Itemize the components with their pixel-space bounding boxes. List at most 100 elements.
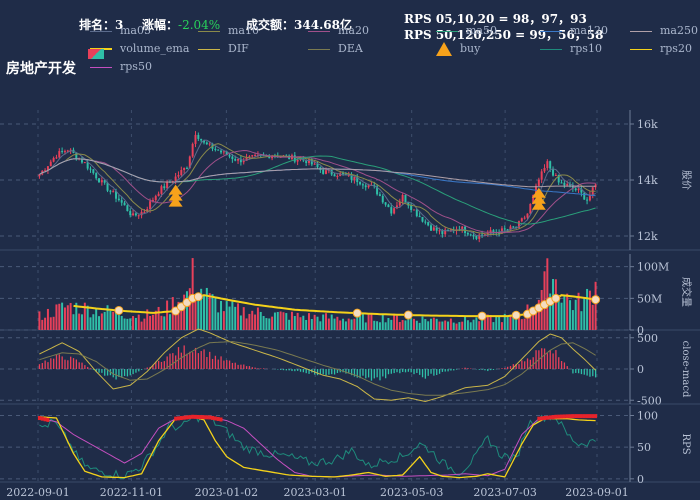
volume-bar [495, 316, 498, 330]
legend-item-ma20: ma20 [308, 24, 369, 37]
candle-body [461, 226, 464, 231]
volume-bar [537, 299, 540, 330]
candle-body [120, 200, 123, 203]
candle-body [509, 226, 512, 230]
macd-bar [399, 369, 401, 374]
legend-item-ma120: ma120 [540, 24, 608, 37]
macd-bar [140, 369, 143, 370]
macd-bar [333, 369, 336, 375]
macd-bar [135, 369, 137, 373]
macd-bar [535, 350, 537, 369]
candle-body [143, 211, 146, 213]
macd-bar [214, 355, 217, 369]
legend-item-rps20: rps20 [630, 42, 692, 55]
rps-high-marker [37, 416, 41, 421]
macd-bar [504, 367, 506, 369]
candle-body [134, 213, 137, 216]
candle-body [194, 134, 197, 144]
candle-body [305, 160, 308, 163]
macd-bar [231, 362, 234, 369]
volume-bar [591, 304, 594, 330]
candle-body [415, 209, 418, 217]
legend-swatch [540, 30, 562, 32]
buy-signal-icon [531, 187, 546, 198]
volume-bar [92, 314, 95, 330]
rps-high-marker [176, 416, 180, 421]
candle-body [183, 167, 186, 171]
volume-bar [166, 300, 169, 330]
volume-bar [146, 309, 149, 330]
legend-swatch [198, 48, 220, 50]
candle-body [205, 142, 208, 145]
volume-bar [157, 306, 160, 330]
candle-body [424, 221, 427, 223]
volume-bar [239, 315, 242, 330]
macd-bar [362, 369, 364, 376]
volume-bar [248, 313, 251, 330]
candle-body [430, 225, 432, 231]
candle-body [239, 158, 242, 163]
legend-label: volume_ema [120, 42, 190, 55]
volume-bar [384, 322, 387, 330]
dea-line [39, 340, 596, 396]
candle-body [166, 181, 169, 189]
candle-body [38, 174, 41, 177]
candle-body [466, 232, 469, 235]
macd-bar [308, 369, 310, 374]
rps-summary-line2: RPS 50,120,250 = 99，56，58 [404, 28, 604, 42]
macd-bar [294, 369, 296, 372]
y-axis-label: RPS [680, 433, 691, 454]
macd-bar [376, 369, 378, 378]
macd-bar [356, 369, 358, 378]
macd-bar [58, 354, 60, 369]
macd-bar [166, 356, 168, 369]
rps-high-marker [562, 414, 566, 419]
macd-bar [424, 369, 427, 379]
macd-bar [163, 361, 165, 369]
candle-body [347, 174, 350, 176]
volume-marker [193, 292, 203, 302]
macd-bar [101, 369, 103, 373]
candle-body [100, 180, 103, 183]
rps-high-marker [211, 415, 215, 420]
candle-body [566, 184, 569, 186]
macd-bar [280, 369, 282, 370]
volume-bar [288, 319, 291, 330]
macd-bar [489, 369, 492, 371]
candle-body [174, 176, 177, 182]
candle-body [393, 208, 396, 214]
macd-bar [390, 369, 392, 374]
rps-high-marker [202, 415, 206, 420]
candle-body [503, 228, 506, 230]
volume-bar [583, 298, 586, 330]
volume-bar [319, 321, 322, 330]
macd-bar [430, 369, 432, 374]
volume-bar [197, 296, 200, 330]
macd-bar [365, 369, 367, 379]
macd-bar [234, 362, 236, 369]
volume-bar [151, 314, 154, 330]
macd-bar [436, 369, 438, 376]
candle-body [574, 188, 577, 191]
macd-bar [558, 357, 560, 369]
volume-bar [86, 305, 89, 330]
macd-bar [282, 369, 285, 371]
legend-label: buy [460, 42, 481, 55]
volume-bar [49, 317, 52, 330]
candle-body [234, 159, 237, 161]
volume-bar [66, 305, 69, 330]
legend-swatch [90, 66, 112, 68]
macd-bar [44, 360, 46, 369]
rps-high-marker [548, 415, 552, 420]
legend-swatch [436, 30, 458, 32]
candle-body [588, 195, 591, 201]
volume-bar [517, 316, 520, 330]
macd-bar [81, 362, 83, 369]
volume-bar [390, 319, 393, 330]
legend-label: rps20 [660, 42, 692, 55]
volume-bar [254, 314, 257, 330]
macd-bar [126, 369, 129, 377]
macd-bar [407, 369, 410, 372]
candle-body [231, 156, 234, 160]
volume-bar [356, 314, 359, 330]
